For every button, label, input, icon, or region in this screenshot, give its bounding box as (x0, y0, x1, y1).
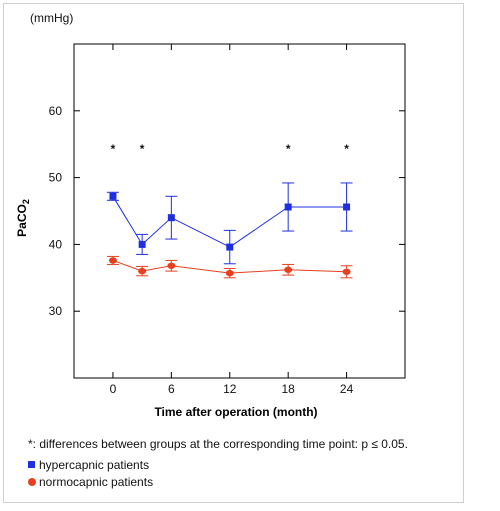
figure-frame (3, 3, 464, 503)
series-group (106, 182, 353, 279)
data-point-square (138, 240, 146, 248)
significance-asterisk-24: * (344, 142, 349, 156)
series-line (112, 196, 347, 248)
data-point-circle (108, 257, 117, 264)
y-axis-title: PaCO2 (15, 199, 31, 237)
y-ticks: 30 40 50 60 (49, 104, 405, 318)
y-tick-label-30: 30 (49, 304, 63, 318)
series-line (112, 259, 347, 274)
axes-group (73, 43, 406, 379)
paco2-chart: 0 6 12 18 24 30 40 50 60 * * * * (mmHg) Time after… (15, 11, 406, 419)
legend-item-normocapnic: normocapnic patients (28, 473, 408, 490)
y-tick-label-50: 50 (49, 171, 63, 185)
legend-label-normocapnic: normocapnic patients (39, 474, 154, 489)
data-point-square (167, 214, 175, 222)
data-point-circle (342, 268, 351, 275)
plot-border (73, 43, 406, 379)
unit-label: (mmHg) (30, 11, 73, 25)
y-tick-label-40: 40 (49, 237, 63, 251)
legend-label-hypercapnic: hypercapnic patients (39, 457, 150, 472)
data-point-square (109, 192, 117, 200)
data-point-square (284, 203, 292, 211)
legend-item-hypercapnic: hypercapnic patients (28, 456, 408, 473)
x-tick-label-0: 0 (110, 382, 117, 396)
data-point-circle (138, 267, 147, 275)
series-hypercapnic (106, 182, 353, 265)
y-tick-label-60: 60 (49, 104, 63, 118)
x-tick-label-18: 18 (281, 382, 295, 396)
significance-note: *: differences between groups at the cor… (28, 437, 408, 451)
significance-markers: * * * * (111, 142, 350, 156)
x-tick-label-24: 24 (340, 382, 354, 396)
data-point-square (226, 243, 234, 251)
series-normocapnic (106, 255, 353, 279)
data-point-square (343, 203, 351, 211)
blue-square-marker-icon (28, 461, 35, 468)
red-circle-marker-icon (28, 477, 36, 486)
data-point-circle (284, 266, 293, 273)
significance-asterisk-18: * (286, 142, 291, 156)
y-axis-title-main: PaCO (15, 204, 29, 237)
x-tick-label-6: 6 (168, 382, 175, 396)
y-axis-title-subscript: 2 (21, 199, 31, 204)
x-tick-label-12: 12 (223, 382, 237, 396)
notes-block: *: differences between groups at the cor… (28, 436, 408, 490)
significance-asterisk-0: * (111, 142, 116, 156)
x-axis-title: Time after operation (month) (154, 405, 317, 419)
x-ticks: 0 6 12 18 24 (110, 44, 354, 396)
significance-asterisk-3: * (140, 142, 145, 156)
data-point-circle (225, 269, 234, 277)
data-point-circle (167, 262, 176, 269)
